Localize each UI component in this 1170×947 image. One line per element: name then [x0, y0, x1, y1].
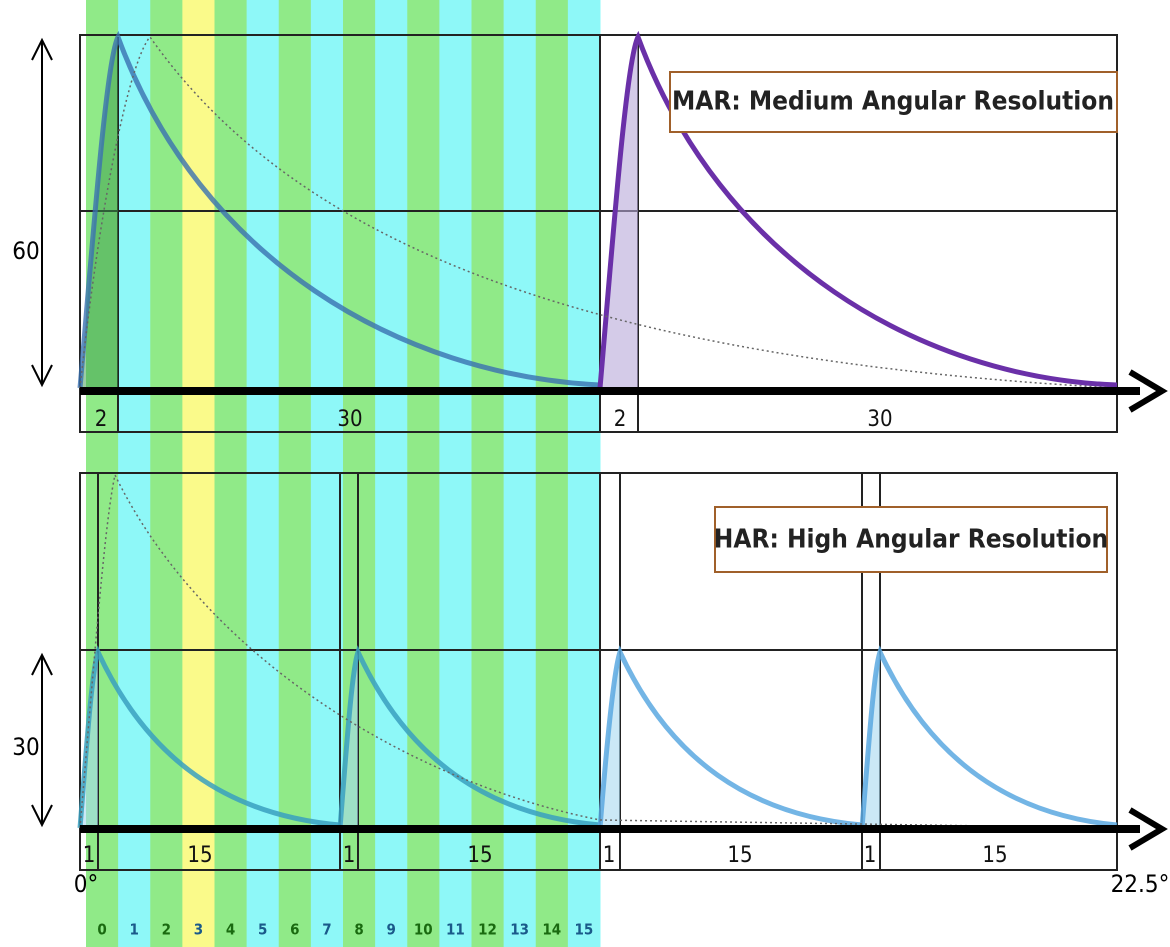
segment-label: 15 [727, 843, 752, 868]
column-label: 7 [322, 921, 331, 939]
column-label: 13 [510, 921, 529, 939]
har-arrow [1128, 807, 1168, 851]
har-title: HAR: High Angular Resolution [714, 525, 1108, 555]
column-label: 10 [414, 921, 433, 939]
column-label: 0 [97, 921, 106, 939]
column-label: 3 [194, 921, 203, 939]
mar-arrow [1128, 369, 1168, 413]
segment-label: 15 [467, 843, 492, 868]
segment-label: 2 [95, 407, 108, 432]
har-curve [77, 645, 341, 829]
mar-title-box [669, 71, 1118, 133]
mar-right-curve [597, 30, 1118, 389]
segment-label: 1 [343, 843, 356, 868]
segment-label: 15 [187, 843, 212, 868]
segment-label: 15 [982, 843, 1007, 868]
segment-label: 1 [83, 843, 96, 868]
har-curve [337, 645, 601, 829]
segment-label: 2 [614, 407, 627, 432]
segment-label: 30 [337, 407, 362, 432]
column-label: 4 [226, 921, 235, 939]
har-title-box [714, 506, 1108, 573]
column-label: 5 [258, 921, 267, 939]
har-curves [77, 645, 1118, 829]
har-height-label: 30 [12, 733, 39, 761]
mar-title: MAR: Medium Angular Resolution [672, 87, 1114, 117]
column-label: 9 [386, 921, 395, 939]
column-labels: 0 1 2 3 4 5 6 7 8 9 10 11 12 13 14 15 [97, 921, 593, 939]
mar-height-arrow [31, 37, 53, 388]
segment-label: 1 [603, 843, 616, 868]
segment-label: 30 [867, 407, 892, 432]
mar-height-label: 60 [12, 237, 39, 265]
axis-end: 22.5° [1111, 870, 1170, 898]
segment-label: 1 [864, 843, 877, 868]
mar-left-curve [77, 30, 601, 389]
har-curve [597, 645, 863, 829]
har-height-arrow [31, 652, 53, 828]
axis-start: 0° [74, 870, 99, 898]
mar-ghost-curve [79, 35, 1118, 389]
column-label: 11 [446, 921, 465, 939]
column-label: 12 [478, 921, 497, 939]
column-label: 14 [542, 921, 561, 939]
column-label: 6 [290, 921, 299, 939]
column-label: 1 [129, 921, 138, 939]
har-curve [859, 645, 1118, 829]
column-label: 15 [575, 921, 594, 939]
column-label: 2 [162, 921, 171, 939]
column-label: 8 [354, 921, 363, 939]
